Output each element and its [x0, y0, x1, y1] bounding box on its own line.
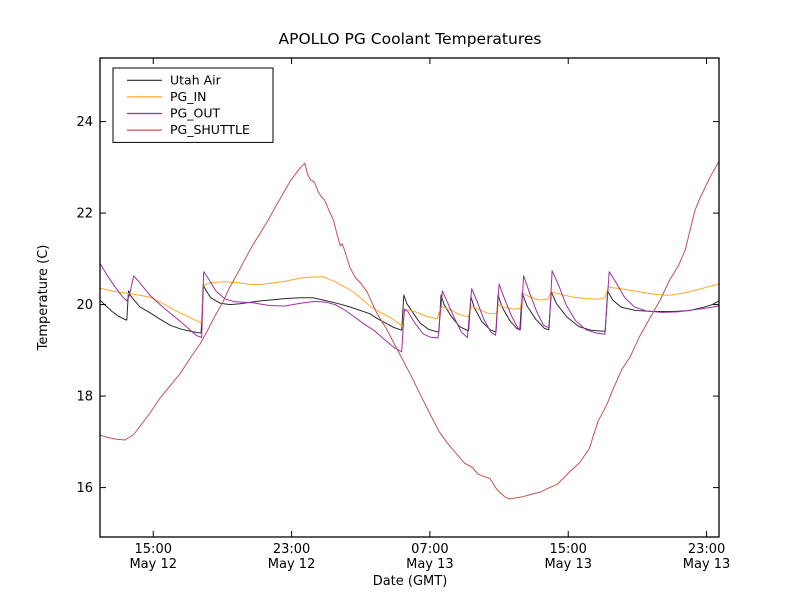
x-axis-label: Date (GMT)	[373, 574, 448, 589]
series-line-pg-in	[99, 276, 720, 328]
y-tick-label: 24	[76, 115, 93, 130]
y-tick-label: 22	[76, 207, 93, 222]
y-axis-label: Temperature (C)	[36, 245, 51, 352]
series-line-pg-shuttle	[99, 160, 720, 500]
chart-title: APOLLO PG Coolant Temperatures	[279, 30, 542, 48]
x-tick-label-time: 07:00	[411, 542, 448, 557]
legend-label-pg-out: PG_OUT	[170, 106, 220, 121]
x-tick-label-date: May 13	[544, 557, 592, 572]
legend-label-utah-air: Utah Air	[170, 72, 222, 87]
x-tick-label-time: 15:00	[135, 542, 172, 557]
x-tick-label-date: May 12	[268, 557, 316, 572]
x-tick-label-date: May 13	[406, 557, 454, 572]
x-tick-label-date: May 12	[129, 557, 177, 572]
legend-label-pg-in: PG_IN	[170, 89, 207, 104]
plot-frame	[99, 57, 720, 538]
series-line-pg-out	[99, 262, 720, 353]
x-tick-label-time: 23:00	[273, 542, 310, 557]
x-tick-label-time: 23:00	[688, 542, 725, 557]
series-line-utah-air	[99, 284, 720, 334]
legend-label-pg-shuttle: PG_SHUTTLE	[170, 122, 250, 137]
y-tick-label: 16	[76, 481, 93, 496]
y-tick-label: 20	[76, 298, 93, 313]
y-tick-label: 18	[76, 390, 93, 405]
x-tick-label-time: 15:00	[549, 542, 586, 557]
x-tick-label-date: May 13	[683, 557, 731, 572]
